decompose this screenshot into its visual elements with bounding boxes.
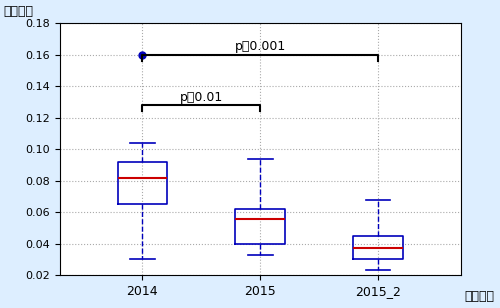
Text: （年度）: （年度） [464,290,494,303]
Text: p＜0.01: p＜0.01 [180,91,223,103]
Text: （割合）: （割合） [4,5,34,18]
Text: p＜0.001: p＜0.001 [234,40,286,53]
